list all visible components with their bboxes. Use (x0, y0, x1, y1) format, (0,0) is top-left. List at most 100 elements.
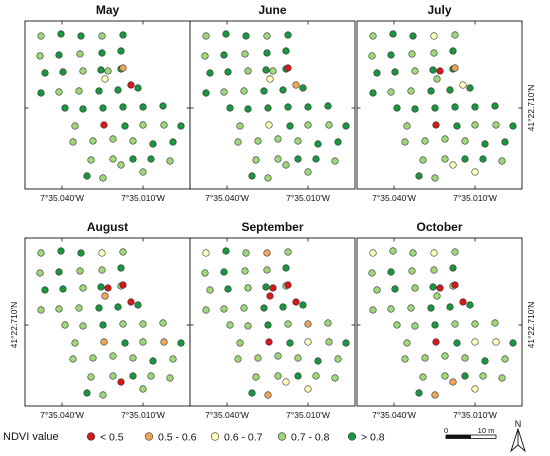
tree-point (431, 174, 439, 182)
tree-point (104, 284, 112, 292)
tree-point (369, 89, 377, 97)
tree-point (76, 50, 84, 58)
tree-point (408, 267, 416, 275)
tree-point (98, 249, 106, 257)
tree-point (461, 354, 469, 362)
tree-point (248, 172, 256, 180)
tree-point (325, 121, 333, 129)
tree-point (119, 31, 127, 39)
tree-point (324, 102, 332, 110)
tree-point (286, 122, 294, 130)
tree-point (117, 264, 125, 272)
tree-point (479, 155, 487, 163)
legend-swatch (210, 432, 220, 441)
legend-swatch (347, 432, 357, 441)
tree-point (222, 30, 230, 38)
tree-point (262, 66, 270, 74)
tree-point (95, 304, 103, 312)
tree-point (169, 355, 177, 363)
tree-point (415, 389, 423, 397)
tree-point (41, 69, 49, 77)
tree-point (202, 89, 210, 97)
tree-point (431, 321, 439, 329)
tree-point (441, 155, 449, 163)
tree-point (117, 47, 125, 55)
tree-point (220, 268, 228, 276)
tree-point (265, 121, 273, 129)
tree-point (471, 168, 479, 176)
tree-point (244, 67, 252, 75)
tree-point (77, 249, 85, 257)
tree-point (55, 305, 63, 313)
tree-point (264, 104, 272, 112)
tree-point (294, 137, 302, 145)
tree-point (269, 284, 277, 292)
tree-point (206, 286, 214, 294)
tree-point (284, 320, 292, 328)
tree-point (471, 320, 479, 328)
tree-point (114, 86, 122, 94)
tree-point (314, 140, 322, 148)
tree-point (446, 303, 454, 311)
tree-point (177, 122, 185, 130)
tree-point (139, 103, 147, 111)
tree-point (441, 135, 449, 143)
tree-point (436, 284, 444, 292)
tree-point (451, 320, 459, 328)
tree-point (177, 339, 185, 347)
tree-point (491, 319, 499, 327)
tree-point (61, 104, 69, 112)
tree-point (331, 374, 339, 382)
tree-point (36, 52, 44, 60)
tree-point (389, 247, 397, 255)
tree-point (282, 264, 290, 272)
tree-point (304, 168, 312, 176)
tree-point (284, 248, 292, 256)
tree-point (459, 81, 467, 89)
tree-point (471, 338, 479, 346)
tree-point (431, 391, 439, 399)
legend-title: NDVI value (3, 431, 59, 443)
tree-point (312, 372, 320, 380)
tree-point (160, 338, 168, 346)
scale-bar-black-segment (446, 435, 471, 439)
tree-point (57, 247, 65, 255)
tree-point (415, 172, 423, 180)
tree-point (254, 137, 262, 145)
tree-point (139, 121, 147, 129)
tree-point (117, 161, 125, 169)
tree-point (279, 303, 287, 311)
tree-point (100, 338, 108, 346)
panel-month-title: August (87, 220, 128, 234)
tree-point (100, 121, 108, 129)
tree-point (342, 122, 350, 130)
tree-point (97, 283, 105, 291)
tree-point (436, 67, 444, 75)
tree-point (432, 338, 440, 346)
tree-point (407, 304, 415, 312)
tree-point (114, 303, 122, 311)
tree-point (75, 87, 83, 95)
tree-point (314, 357, 322, 365)
map-panel-october: October 7°35.040'W 7°35.010'W 41°22.710'N (356, 220, 536, 420)
tree-point (201, 52, 209, 60)
map-panel-august: August 7°35.040'W 7°35.010'W 41°22.710'N (9, 220, 191, 420)
north-arrow-icon: N (510, 419, 526, 453)
lon-label: 7°35.040'W (205, 193, 249, 203)
tree-point (109, 135, 117, 143)
tree-point (119, 248, 127, 256)
tree-point (294, 354, 302, 362)
tree-point (312, 155, 320, 163)
tree-point (471, 385, 479, 393)
tree-point (159, 102, 167, 110)
tree-point (407, 87, 415, 95)
map-panel-june: June 7°35.040'W 7°35.010'W (189, 3, 356, 203)
tree-point (241, 50, 249, 58)
tree-point (224, 285, 232, 293)
tree-point (99, 104, 107, 112)
tree-point (284, 64, 292, 72)
tree-point (282, 47, 290, 55)
tree-point (244, 105, 252, 113)
tree-point (451, 64, 459, 72)
legend-swatch (277, 432, 287, 441)
